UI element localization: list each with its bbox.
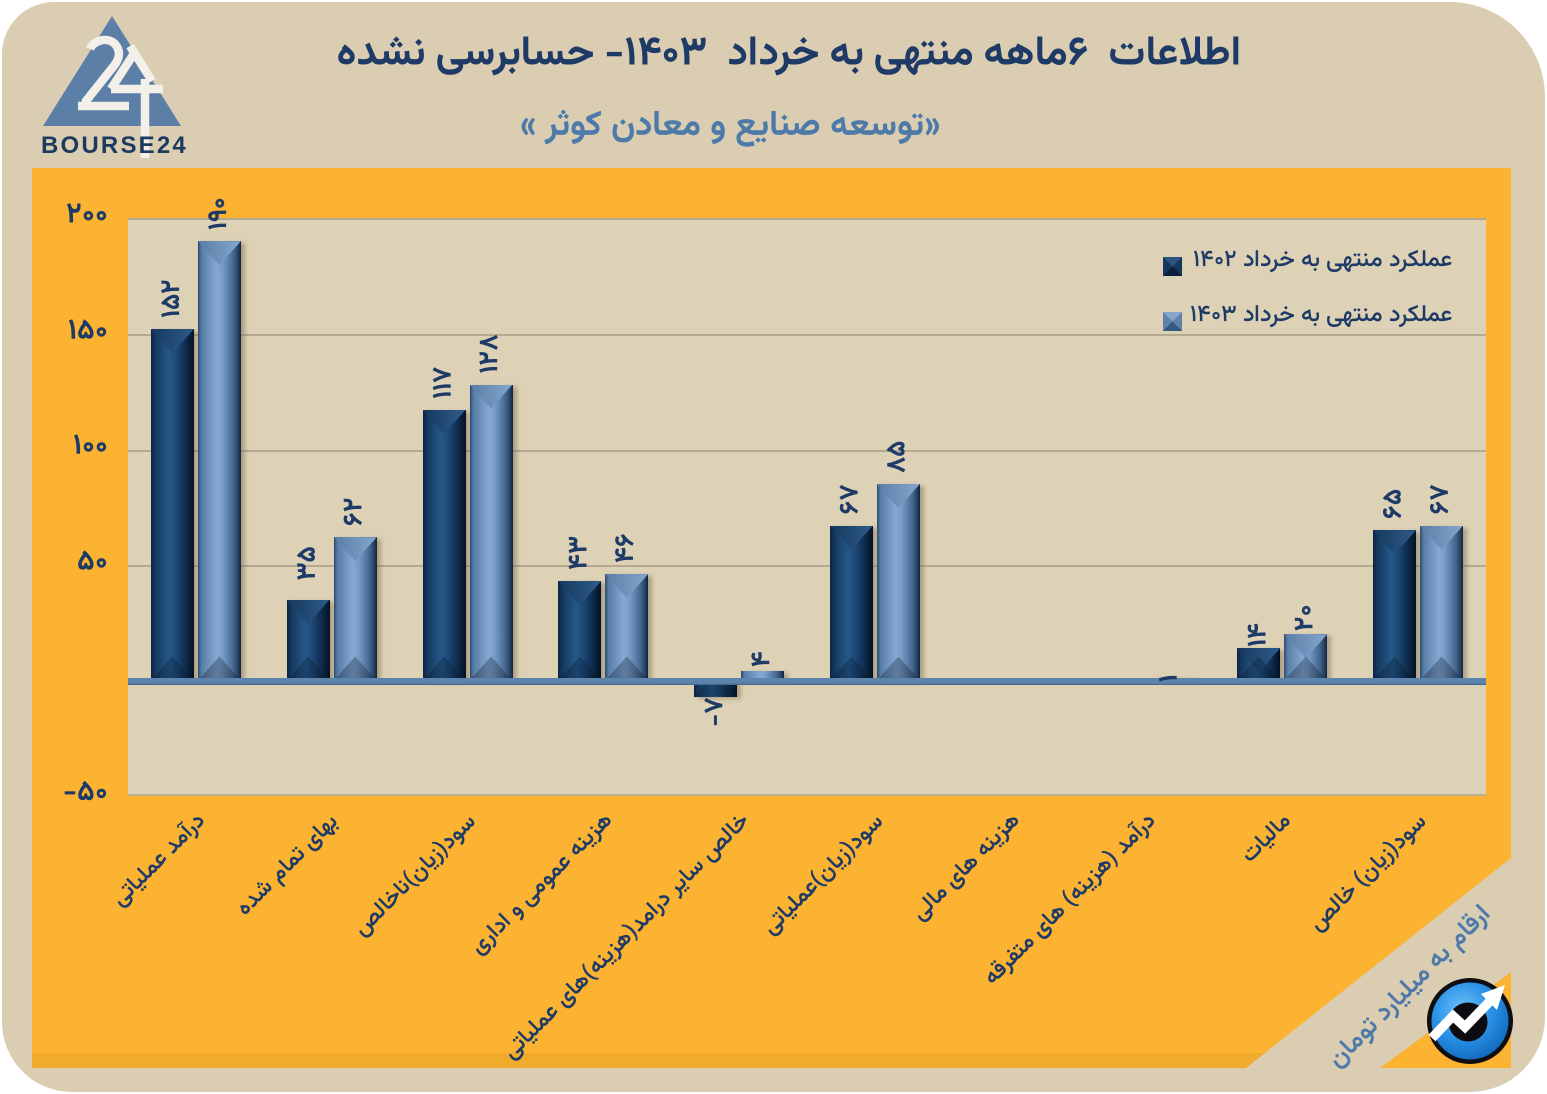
svg-text:BOURSE24: BOURSE24 (41, 132, 188, 159)
